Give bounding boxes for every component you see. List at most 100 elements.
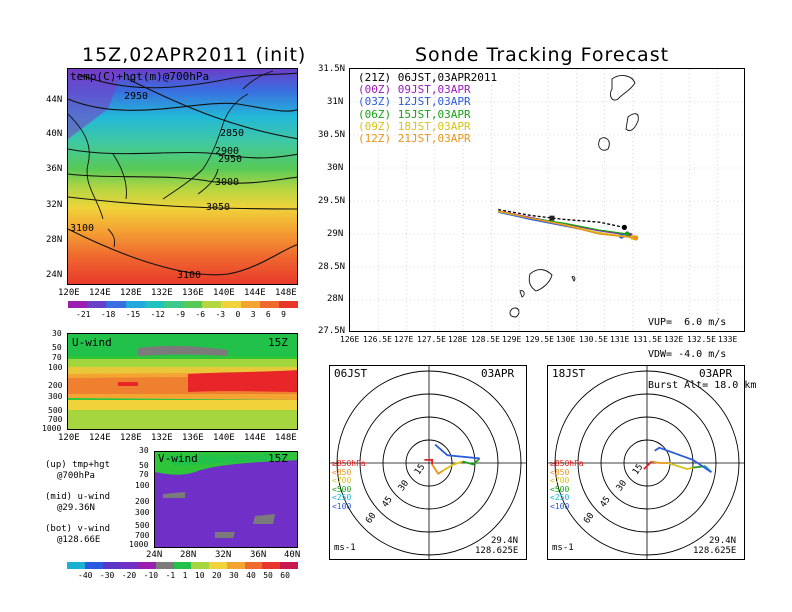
colorbar-label: -10 — [143, 571, 159, 580]
temp-colorbar — [68, 301, 299, 308]
colorbar-label: -30 — [99, 571, 115, 580]
colorbar-label: 40 — [246, 571, 256, 580]
lon-tick: 128.5E — [471, 335, 500, 344]
vlat-tick: 40N — [284, 550, 301, 560]
pres-tick: 300 — [48, 392, 63, 401]
hodo-ring-label: 45 — [598, 495, 612, 510]
hodo-segment — [424, 459, 433, 465]
hodo-right-lat: 29.4N — [709, 536, 737, 546]
lon-tick: 144E — [244, 288, 266, 298]
pres-tick: 1000 — [129, 540, 149, 549]
colorbar-label: -15 — [125, 310, 141, 319]
contour-label: 2950 — [218, 154, 242, 165]
colorbar-label: 50 — [263, 571, 273, 580]
lon-tick: 148E — [275, 288, 297, 298]
hodo-ring — [359, 393, 499, 533]
note-up: (up) tmp+hgt @700hPa — [45, 460, 110, 482]
track-line — [498, 208, 625, 229]
legend-entry: (21Z) 06JST,03APR2011 — [358, 71, 498, 84]
vlat-tick: 28N — [180, 550, 197, 560]
hodo-right-time: 18JST — [552, 367, 586, 380]
colorbar-label: 20 — [211, 571, 222, 580]
hodo-left-units: ms-1 — [334, 543, 356, 553]
colorbar-label: -18 — [100, 310, 116, 319]
lon-tick: 144E — [244, 433, 266, 443]
pres-tick: 50 — [52, 343, 62, 352]
uwind-panel — [67, 333, 298, 430]
hodo-segment — [651, 460, 669, 464]
pres-tick: 700 — [48, 415, 63, 424]
uwind-time: 15Z — [268, 336, 288, 349]
level-entry: <250 — [332, 493, 352, 502]
temp-map-title: 15Z,02APR2011 (init) — [82, 44, 307, 66]
lat-tick: 44N — [46, 95, 63, 105]
hodo-ring — [554, 370, 740, 556]
legend-entry: (03Z) 12JST,03APR — [358, 95, 471, 109]
note-text: (up) tmp+hgt — [45, 460, 111, 470]
tracking-legend: (21Z) 06JST,03APR2011 (00Z) 09JST,03APR … — [358, 71, 498, 145]
colorbar-label: 10 — [194, 571, 205, 580]
level-entry: <700 — [332, 476, 352, 485]
pres-tick: 30 — [139, 446, 149, 455]
hodo-right-levels: ≥850hPa <850 <700 <500 <250 <100 — [550, 459, 584, 511]
lon-tick: 126E — [340, 335, 360, 344]
legend-entry: (09Z) 18JST,03APR — [358, 119, 471, 133]
wind-colorbar-labels: -40 -30 -20 -10 -1 1 10 20 30 40 50 60 — [78, 571, 290, 580]
hodograph-right-panel: 15 30 45 60 — [547, 365, 745, 560]
contour-label: 2950 — [124, 91, 148, 102]
hodo-segment — [431, 464, 444, 475]
lon-tick: 129E — [502, 335, 522, 344]
level-entry: <700 — [550, 476, 570, 485]
hodo-left-lon: 128.625E — [475, 546, 519, 556]
hodo-left-time: 06JST — [334, 367, 368, 380]
lon-tick: 127E — [394, 335, 414, 344]
level-entry: ≥850hPa — [332, 459, 366, 468]
pres-tick: 70 — [52, 353, 62, 362]
vup-text: VUP= 6.0 m/s — [648, 317, 727, 328]
lat-tick: 27.5N — [318, 326, 346, 336]
contour-label: 3050 — [206, 202, 230, 213]
note-text: (mid) u-wind — [45, 492, 111, 502]
legend-entry: (06Z) 15JST,03APR — [358, 107, 471, 121]
lat-tick: 28N — [46, 235, 63, 245]
lon-tick: 131E — [610, 335, 630, 344]
lon-tick: 126.5E — [363, 335, 392, 344]
contour-label: 3000 — [215, 177, 239, 188]
contour-label: 3100 — [177, 270, 201, 281]
hodo-segment — [442, 460, 463, 472]
lat-tick: 24N — [46, 270, 63, 280]
level-entry: ≥850hPa — [550, 459, 584, 468]
lon-tick: 129.5E — [525, 335, 554, 344]
pres-tick: 30 — [52, 329, 62, 338]
vlat-tick: 24N — [146, 550, 163, 560]
hodo-ring-label: 60 — [582, 511, 596, 526]
note-text: @128.66E — [57, 535, 101, 545]
lat-tick: 32N — [46, 200, 63, 210]
vwind-time: 15Z — [268, 452, 288, 465]
lat-tick: 30N — [327, 163, 344, 173]
pres-tick: 50 — [139, 461, 149, 470]
colorbar-label: -1 — [165, 571, 176, 580]
colorbar-label: -20 — [121, 571, 137, 580]
hodo-ring — [336, 370, 522, 556]
colorbar-label: 60 — [280, 571, 290, 580]
note-text: @29.36N — [57, 503, 95, 513]
vwind-label: V-wind — [158, 452, 198, 465]
hodo-left-date: 03APR — [481, 367, 515, 380]
lon-tick: 124E — [89, 288, 111, 298]
vwind-svg — [155, 452, 297, 547]
hodo-ring-label: 30 — [615, 479, 629, 494]
track-endpoint — [621, 224, 627, 230]
hodo-right-date: 03APR — [699, 367, 733, 380]
lon-tick: 124E — [89, 433, 111, 443]
pres-tick: 200 — [135, 497, 150, 506]
track-endpoint — [633, 235, 639, 241]
lon-tick: 131.5E — [633, 335, 662, 344]
hodo-left-levels: ≥850hPa <850 <700 <500 <250 <100 — [332, 459, 366, 511]
hodo-segment — [643, 460, 653, 470]
pres-tick: 500 — [135, 521, 150, 530]
lat-tick: 31N — [327, 97, 344, 107]
hodo-ring-label: 15 — [631, 462, 645, 477]
track-line — [498, 210, 636, 239]
